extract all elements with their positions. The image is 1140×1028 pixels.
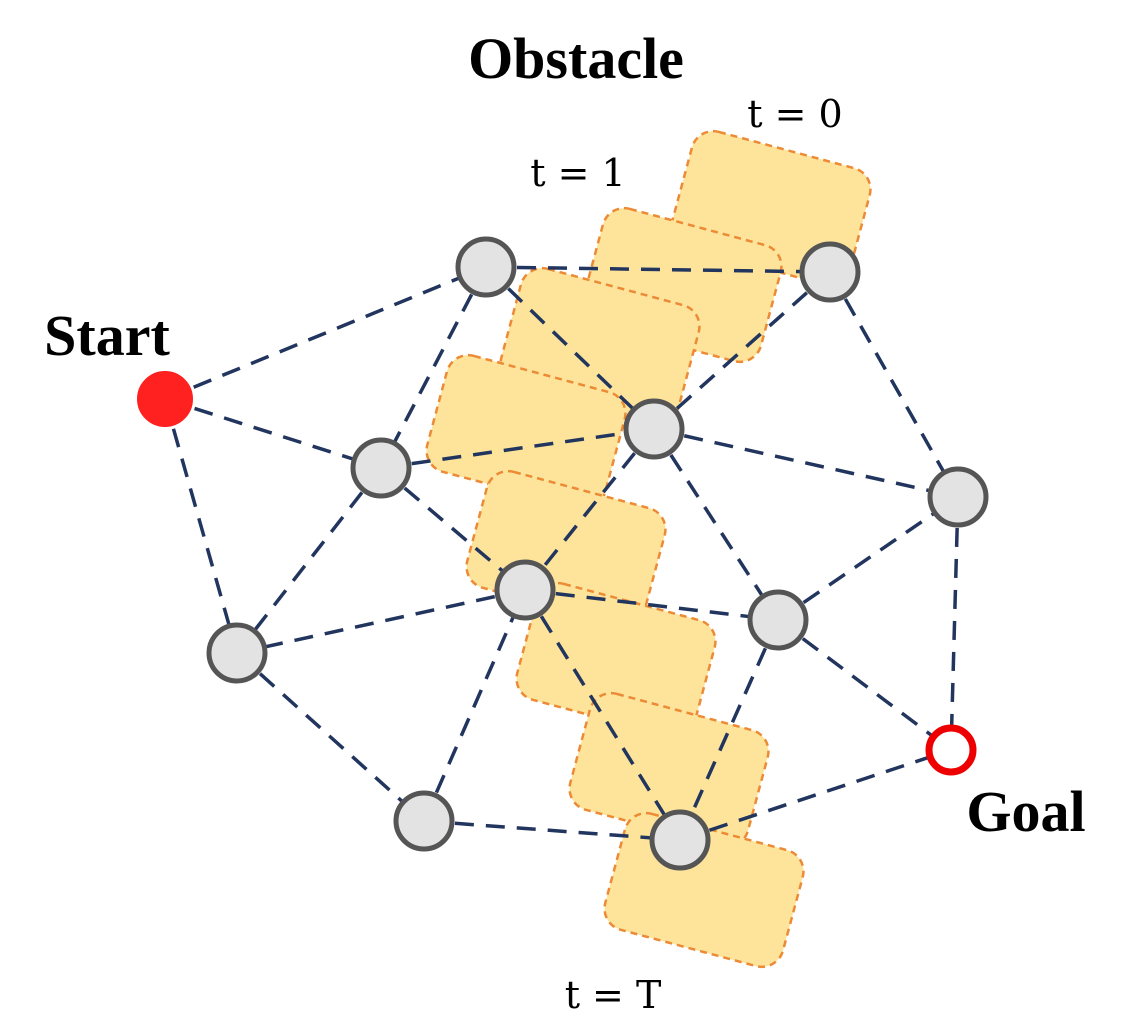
- edge-n2-n5: [828, 271, 960, 498]
- graph-edges: [163, 265, 960, 842]
- edge-n1-n2: [485, 265, 831, 274]
- edge-n3-n7: [652, 428, 780, 621]
- time-label-tT: t = T: [565, 973, 662, 1017]
- edge-n7-goal: [776, 618, 953, 752]
- graph-node: [494, 559, 556, 621]
- edge-n8-n9: [235, 651, 426, 823]
- edge-n5-goal: [949, 496, 960, 751]
- time-label-t0: t = 0: [747, 92, 842, 136]
- edge-n4-n8: [235, 466, 383, 655]
- edge-n3-n5: [653, 427, 959, 499]
- edge-n4-n3: [380, 427, 655, 470]
- edge-n9-n6: [422, 589, 527, 822]
- graph-node: [393, 790, 455, 852]
- start-label: Start: [44, 303, 170, 368]
- graph-node: [206, 622, 268, 684]
- graph-nodes: [137, 236, 989, 871]
- obstacle-trajectory: [425, 129, 872, 969]
- edge-n7-n11: [678, 619, 780, 841]
- edge-n3-n6: [523, 427, 656, 592]
- start-node: [137, 371, 193, 427]
- edge-start-n8: [163, 398, 239, 654]
- goal-node: [925, 724, 977, 776]
- edge-n6-n10: [523, 589, 682, 841]
- edge-n1-n4: [379, 266, 488, 469]
- edge-n4-n6: [379, 466, 527, 592]
- graph-node: [455, 236, 517, 298]
- edge-n9-n10: [423, 819, 681, 842]
- graph-node: [350, 437, 412, 499]
- edge-n6-n8: [236, 588, 526, 655]
- edge-n10-goal: [679, 748, 952, 842]
- edge-n1-n3: [484, 265, 656, 431]
- graph-node: [623, 398, 685, 460]
- edge-n7-n5: [777, 495, 959, 622]
- goal-label: Goal: [966, 779, 1085, 844]
- edge-n6-n7: [524, 588, 779, 622]
- graph-node: [747, 589, 809, 651]
- time-label-t1: t = 1: [530, 151, 625, 195]
- graph-node: [649, 809, 711, 871]
- graph-node: [927, 466, 989, 528]
- graph-node: [799, 241, 861, 303]
- edge-start-n4: [164, 397, 382, 470]
- obstacle-label: Obstacle: [468, 26, 684, 91]
- edge-start-n1: [164, 265, 487, 401]
- edge-n2-n3: [652, 270, 832, 431]
